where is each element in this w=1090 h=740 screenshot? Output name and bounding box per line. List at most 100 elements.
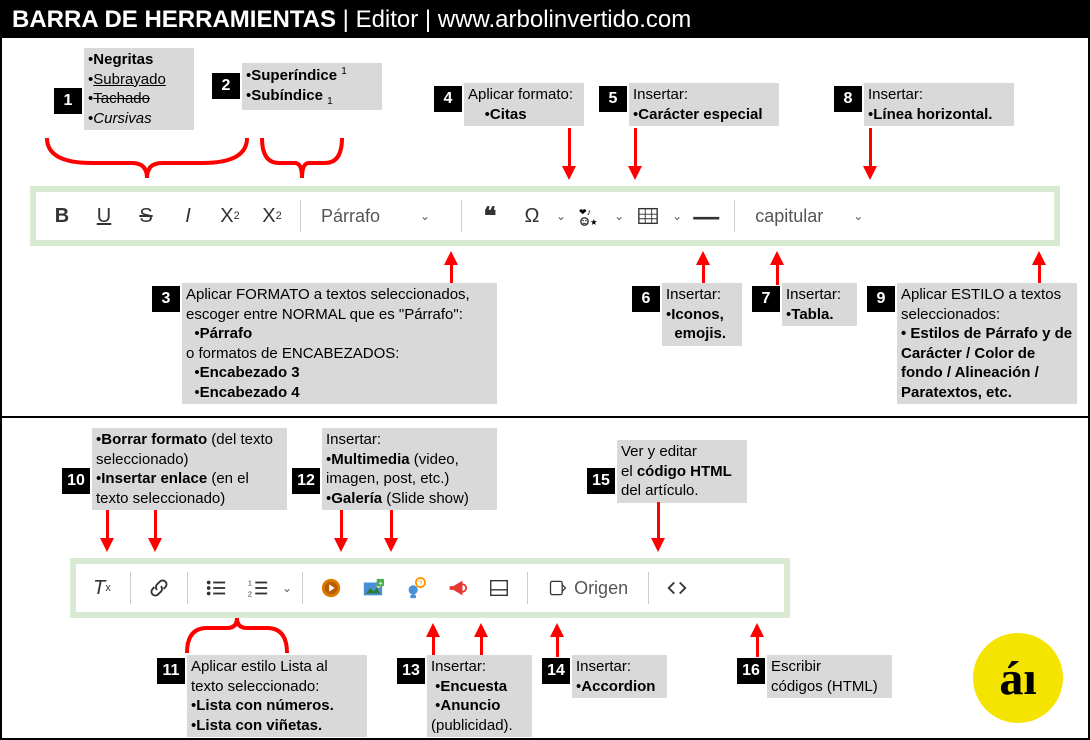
page-header: BARRA DE HERRAMIENTAS | Editor | www.arb…: [2, 2, 1088, 38]
arrow-10b: [148, 538, 162, 552]
accordion-icon: [488, 577, 510, 599]
arrow-6: [696, 251, 710, 265]
arrow-stem-9: [1038, 265, 1041, 285]
paragraph-format-dropdown[interactable]: Párrafo ⌄: [311, 196, 451, 236]
badge-13: 13: [397, 658, 425, 684]
chevron-down-icon[interactable]: ⌄: [614, 209, 624, 223]
separator: [734, 200, 735, 232]
svg-text:?: ?: [418, 578, 422, 587]
chevron-down-icon[interactable]: ⌄: [282, 581, 292, 595]
arrow-stem-8: [869, 128, 872, 168]
table-button[interactable]: [630, 196, 666, 236]
numbered-list-icon: 12: [247, 577, 269, 599]
style-dropdown[interactable]: capitular ⌄: [745, 196, 873, 236]
badge-10: 10: [62, 468, 90, 494]
arrow-5: [628, 166, 642, 180]
badge-6: 6: [632, 286, 660, 312]
arrow-8: [863, 166, 877, 180]
arrow-13b: [474, 623, 488, 637]
subscript-button[interactable]: X2: [254, 196, 290, 236]
arrow-15: [651, 538, 665, 552]
separator: [461, 200, 462, 232]
badge-3: 3: [152, 286, 180, 312]
clear-format-button[interactable]: Tx: [84, 568, 120, 608]
arrow-13: [426, 623, 440, 637]
badge-14: 14: [542, 658, 570, 684]
section-bottom: 10 •Borrar formato (del texto selecciona…: [2, 418, 1088, 738]
chevron-down-icon: ⌄: [420, 209, 430, 223]
underline-button[interactable]: U: [86, 196, 122, 236]
callout-13: Insertar: •Encuesta •Anuncio (publicidad…: [427, 655, 532, 737]
bold-button[interactable]: B: [44, 196, 80, 236]
arrow-16: [750, 623, 764, 637]
callout-6: Insertar: •Iconos, emojis.: [662, 283, 742, 346]
callout-15: Ver y editar el código HTML del artículo…: [617, 440, 747, 503]
arrow-12a: [334, 538, 348, 552]
arrow-stem-4: [568, 128, 571, 168]
svg-text:+: +: [379, 578, 383, 587]
badge-16: 16: [737, 658, 765, 684]
svg-text:★: ★: [590, 218, 597, 227]
arrow-stem-3: [450, 265, 453, 285]
code-button[interactable]: [659, 568, 695, 608]
callout-4: Aplicar formato: •Citas: [464, 83, 584, 126]
toolbar-bottom: Tx 12 ⌄ + ? Origen: [70, 558, 790, 618]
media-button[interactable]: [313, 568, 349, 608]
svg-text:2: 2: [248, 589, 252, 598]
callout-12: Insertar: •Multimedia (video, imagen, po…: [322, 428, 497, 510]
superscript-button[interactable]: X2: [212, 196, 248, 236]
arrow-3: [444, 251, 458, 265]
arrow-stem-6: [702, 265, 705, 285]
bullet-list-button[interactable]: [198, 568, 234, 608]
arrow-stem-5: [634, 128, 637, 168]
chevron-down-icon: ⌄: [853, 209, 863, 223]
italic-button[interactable]: I: [170, 196, 206, 236]
badge-15: 15: [587, 468, 615, 494]
callout-2: •Superíndice 1 •Subíndice 1: [242, 63, 382, 110]
strikethrough-button[interactable]: S: [128, 196, 164, 236]
svg-text:1: 1: [248, 578, 252, 587]
link-icon: [148, 577, 170, 599]
special-char-button[interactable]: Ω: [514, 196, 550, 236]
callout-8: Insertar: •Línea horizontal.: [864, 83, 1014, 126]
source-icon: [548, 578, 568, 598]
badge-12: 12: [292, 468, 320, 494]
badge-8: 8: [834, 86, 862, 112]
toolbar-top: B U S I X2 X2 Párrafo ⌄ ❝ Ω ⌄ ❤♪★ ⌄ ⌄ — …: [30, 186, 1060, 246]
badge-7: 7: [752, 286, 780, 312]
table-icon: [637, 205, 659, 227]
blockquote-button[interactable]: ❝: [472, 196, 508, 236]
chevron-down-icon[interactable]: ⌄: [672, 209, 682, 223]
callout-10: •Borrar formato (del texto seleccionado)…: [92, 428, 287, 510]
horizontal-rule-button[interactable]: —: [688, 196, 724, 236]
callout-1: •Negritas •Subrayado •Tachado •Cursivas: [84, 48, 194, 130]
gallery-icon: +: [362, 577, 384, 599]
bullet-list-icon: [205, 577, 227, 599]
numbered-list-button[interactable]: 12: [240, 568, 276, 608]
arrow-7: [770, 251, 784, 265]
emoji-button[interactable]: ❤♪★: [572, 196, 608, 236]
callout-7: Insertar: •Tabla.: [782, 283, 857, 326]
code-icon: [666, 577, 688, 599]
arrow-4: [562, 166, 576, 180]
badge-9: 9: [867, 286, 895, 312]
media-play-icon: [320, 577, 342, 599]
header-title-rest: | Editor | www.arbolinvertido.com: [336, 6, 691, 33]
badge-2: 2: [212, 73, 240, 99]
link-button[interactable]: [141, 568, 177, 608]
arrow-12b: [384, 538, 398, 552]
brace-11: [182, 618, 292, 658]
arrow-14: [550, 623, 564, 637]
header-title-bold: BARRA DE HERRAMIENTAS: [12, 6, 336, 33]
callout-14: Insertar: •Accordion: [572, 655, 667, 698]
poll-button[interactable]: ?: [397, 568, 433, 608]
callout-11: Aplicar estilo Lista al texto selecciona…: [187, 655, 367, 737]
badge-4: 4: [434, 86, 462, 112]
accordion-button[interactable]: [481, 568, 517, 608]
source-button[interactable]: Origen: [538, 568, 638, 608]
chevron-down-icon[interactable]: ⌄: [556, 209, 566, 223]
advertisement-button[interactable]: [439, 568, 475, 608]
brace-2: [257, 133, 347, 183]
arrow-stem-7: [776, 265, 779, 285]
gallery-button[interactable]: +: [355, 568, 391, 608]
